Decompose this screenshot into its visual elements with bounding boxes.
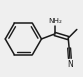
Text: N: N [67,60,73,69]
Text: NH₂: NH₂ [48,18,62,24]
